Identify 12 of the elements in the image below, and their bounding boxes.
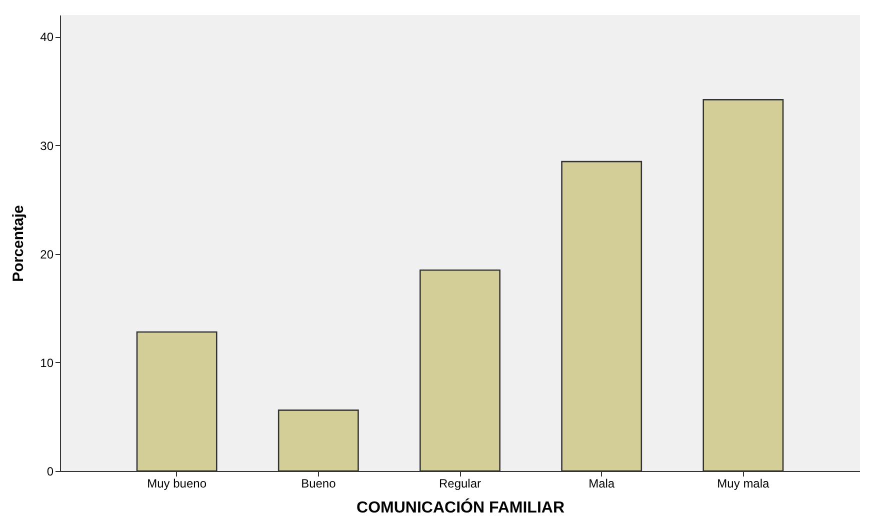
y-tick-label: 0 xyxy=(46,464,54,478)
y-axis-title: Porcentaje xyxy=(10,205,28,282)
y-tick-label: 10 xyxy=(40,356,54,370)
y-tick-label: 30 xyxy=(40,138,54,153)
x-tick-label: Muy mala xyxy=(717,476,770,490)
x-tick-label: Muy bueno xyxy=(147,476,207,490)
x-axis-title: COMUNICACIÓN FAMILIAR xyxy=(356,498,565,516)
x-tick-label: Bueno xyxy=(301,476,336,490)
x-tick-label: Regular xyxy=(438,476,482,490)
y-tick-label: 40 xyxy=(40,30,54,44)
y-tick-label: 20 xyxy=(40,247,54,262)
x-tick-label: Mala xyxy=(588,476,615,490)
